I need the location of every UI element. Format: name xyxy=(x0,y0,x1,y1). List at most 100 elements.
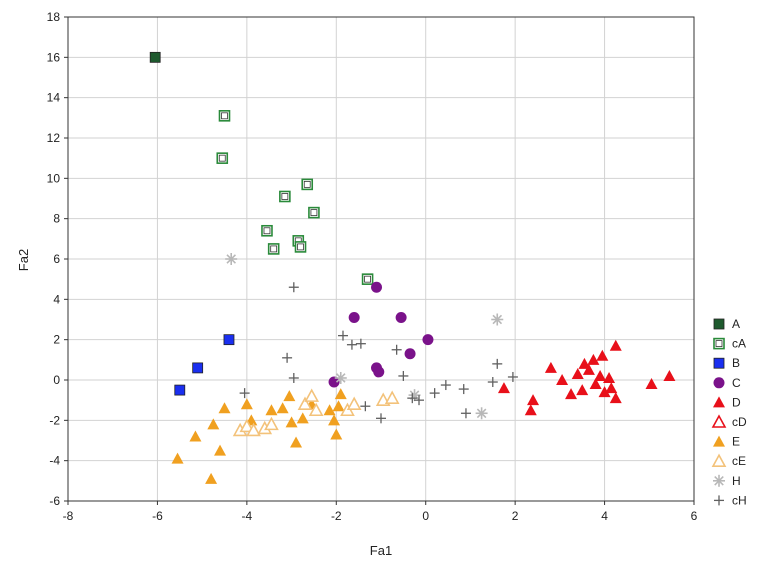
legend-marker xyxy=(713,377,725,389)
point-ce xyxy=(264,416,279,431)
point-e xyxy=(328,414,341,426)
point-ce xyxy=(239,418,255,433)
point-ch xyxy=(346,339,357,350)
series-ce xyxy=(232,388,400,437)
gridlines xyxy=(67,16,695,502)
x-axis-title: Fa1 xyxy=(370,543,392,558)
legend-marker xyxy=(711,414,727,428)
legend-marker xyxy=(711,453,727,468)
data-points xyxy=(149,51,676,484)
point-d xyxy=(544,361,557,373)
point-d xyxy=(497,382,510,394)
point-ch xyxy=(440,380,451,391)
point-d xyxy=(598,386,611,398)
point-e xyxy=(214,444,227,456)
point-d xyxy=(589,378,602,390)
point-c xyxy=(404,348,416,360)
x-tick-label: -6 xyxy=(152,509,163,523)
point-ch xyxy=(429,388,440,399)
point-ch xyxy=(288,282,299,293)
point-e xyxy=(276,402,289,414)
point-h xyxy=(491,313,504,326)
series-c xyxy=(328,281,434,388)
legend-item-cd: cD xyxy=(711,414,747,429)
point-d xyxy=(556,374,569,385)
point-ca xyxy=(308,206,320,219)
point-d xyxy=(527,394,540,406)
point-e xyxy=(296,412,309,424)
point-ca xyxy=(294,241,307,253)
point-ca xyxy=(216,152,229,164)
series-e xyxy=(171,388,347,484)
legend-label: B xyxy=(732,356,740,370)
y-axis-title: Fa2 xyxy=(16,249,31,271)
point-c xyxy=(395,311,407,323)
x-tick-label: 0 xyxy=(422,509,429,523)
point-ca xyxy=(301,178,314,191)
point-d xyxy=(605,382,618,394)
point-ca xyxy=(218,110,231,122)
x-tick-label: 4 xyxy=(601,509,608,523)
point-ca xyxy=(267,243,280,255)
point-d xyxy=(582,363,595,375)
point-d xyxy=(603,371,616,383)
y-tick-label: 18 xyxy=(47,10,61,24)
legend-item-e: E xyxy=(713,435,740,449)
point-ce xyxy=(304,388,320,402)
legend-marker xyxy=(714,495,724,506)
point-ca xyxy=(361,273,374,285)
point-d xyxy=(645,378,658,390)
point-ch xyxy=(398,370,409,381)
y-tick-label: 6 xyxy=(53,252,60,266)
point-ch xyxy=(288,372,299,383)
y-tick-label: 14 xyxy=(47,91,61,105)
legend-label: D xyxy=(732,395,741,409)
point-e xyxy=(290,436,303,448)
point-ch xyxy=(337,330,348,341)
point-ch xyxy=(492,358,503,369)
series-d xyxy=(497,339,676,416)
point-ch xyxy=(487,377,498,388)
series-h xyxy=(225,253,504,420)
y-tick-label: 2 xyxy=(53,333,60,347)
point-e xyxy=(330,428,343,440)
legend-label: C xyxy=(732,376,741,390)
legend-label: H xyxy=(732,474,741,488)
point-ch xyxy=(239,388,250,399)
legend-marker xyxy=(713,318,725,330)
point-b xyxy=(223,334,235,346)
point-c xyxy=(371,281,383,293)
legend-label: cE xyxy=(732,454,746,468)
point-c xyxy=(373,366,385,378)
point-d xyxy=(594,369,607,381)
x-tick-label: -8 xyxy=(63,509,74,523)
series-ch xyxy=(239,282,518,424)
x-tick-label: 2 xyxy=(512,509,519,523)
point-e xyxy=(240,398,253,410)
point-e xyxy=(205,472,218,484)
legend-label: A xyxy=(732,317,740,331)
series-a xyxy=(149,51,161,63)
legend-marker xyxy=(713,337,725,350)
legend-label: E xyxy=(732,435,740,449)
point-e xyxy=(218,402,231,414)
point-d xyxy=(587,353,600,365)
point-a xyxy=(149,51,161,63)
point-ca xyxy=(261,224,273,237)
point-e xyxy=(334,388,347,400)
y-axis-ticks: -6 -4 -2 0 2 4 6 8 10 12 14 16 18 xyxy=(47,10,68,508)
y-tick-label: -2 xyxy=(49,413,60,427)
point-ch xyxy=(282,352,293,363)
point-h xyxy=(225,253,238,265)
point-d xyxy=(609,339,622,351)
point-d xyxy=(596,349,609,361)
point-ch xyxy=(407,393,418,404)
legend-item-c: C xyxy=(713,376,741,390)
legend-label: cH xyxy=(732,493,747,507)
point-d xyxy=(576,384,589,396)
point-b xyxy=(174,384,186,396)
x-tick-label: 6 xyxy=(691,509,698,523)
point-ce xyxy=(297,396,313,411)
